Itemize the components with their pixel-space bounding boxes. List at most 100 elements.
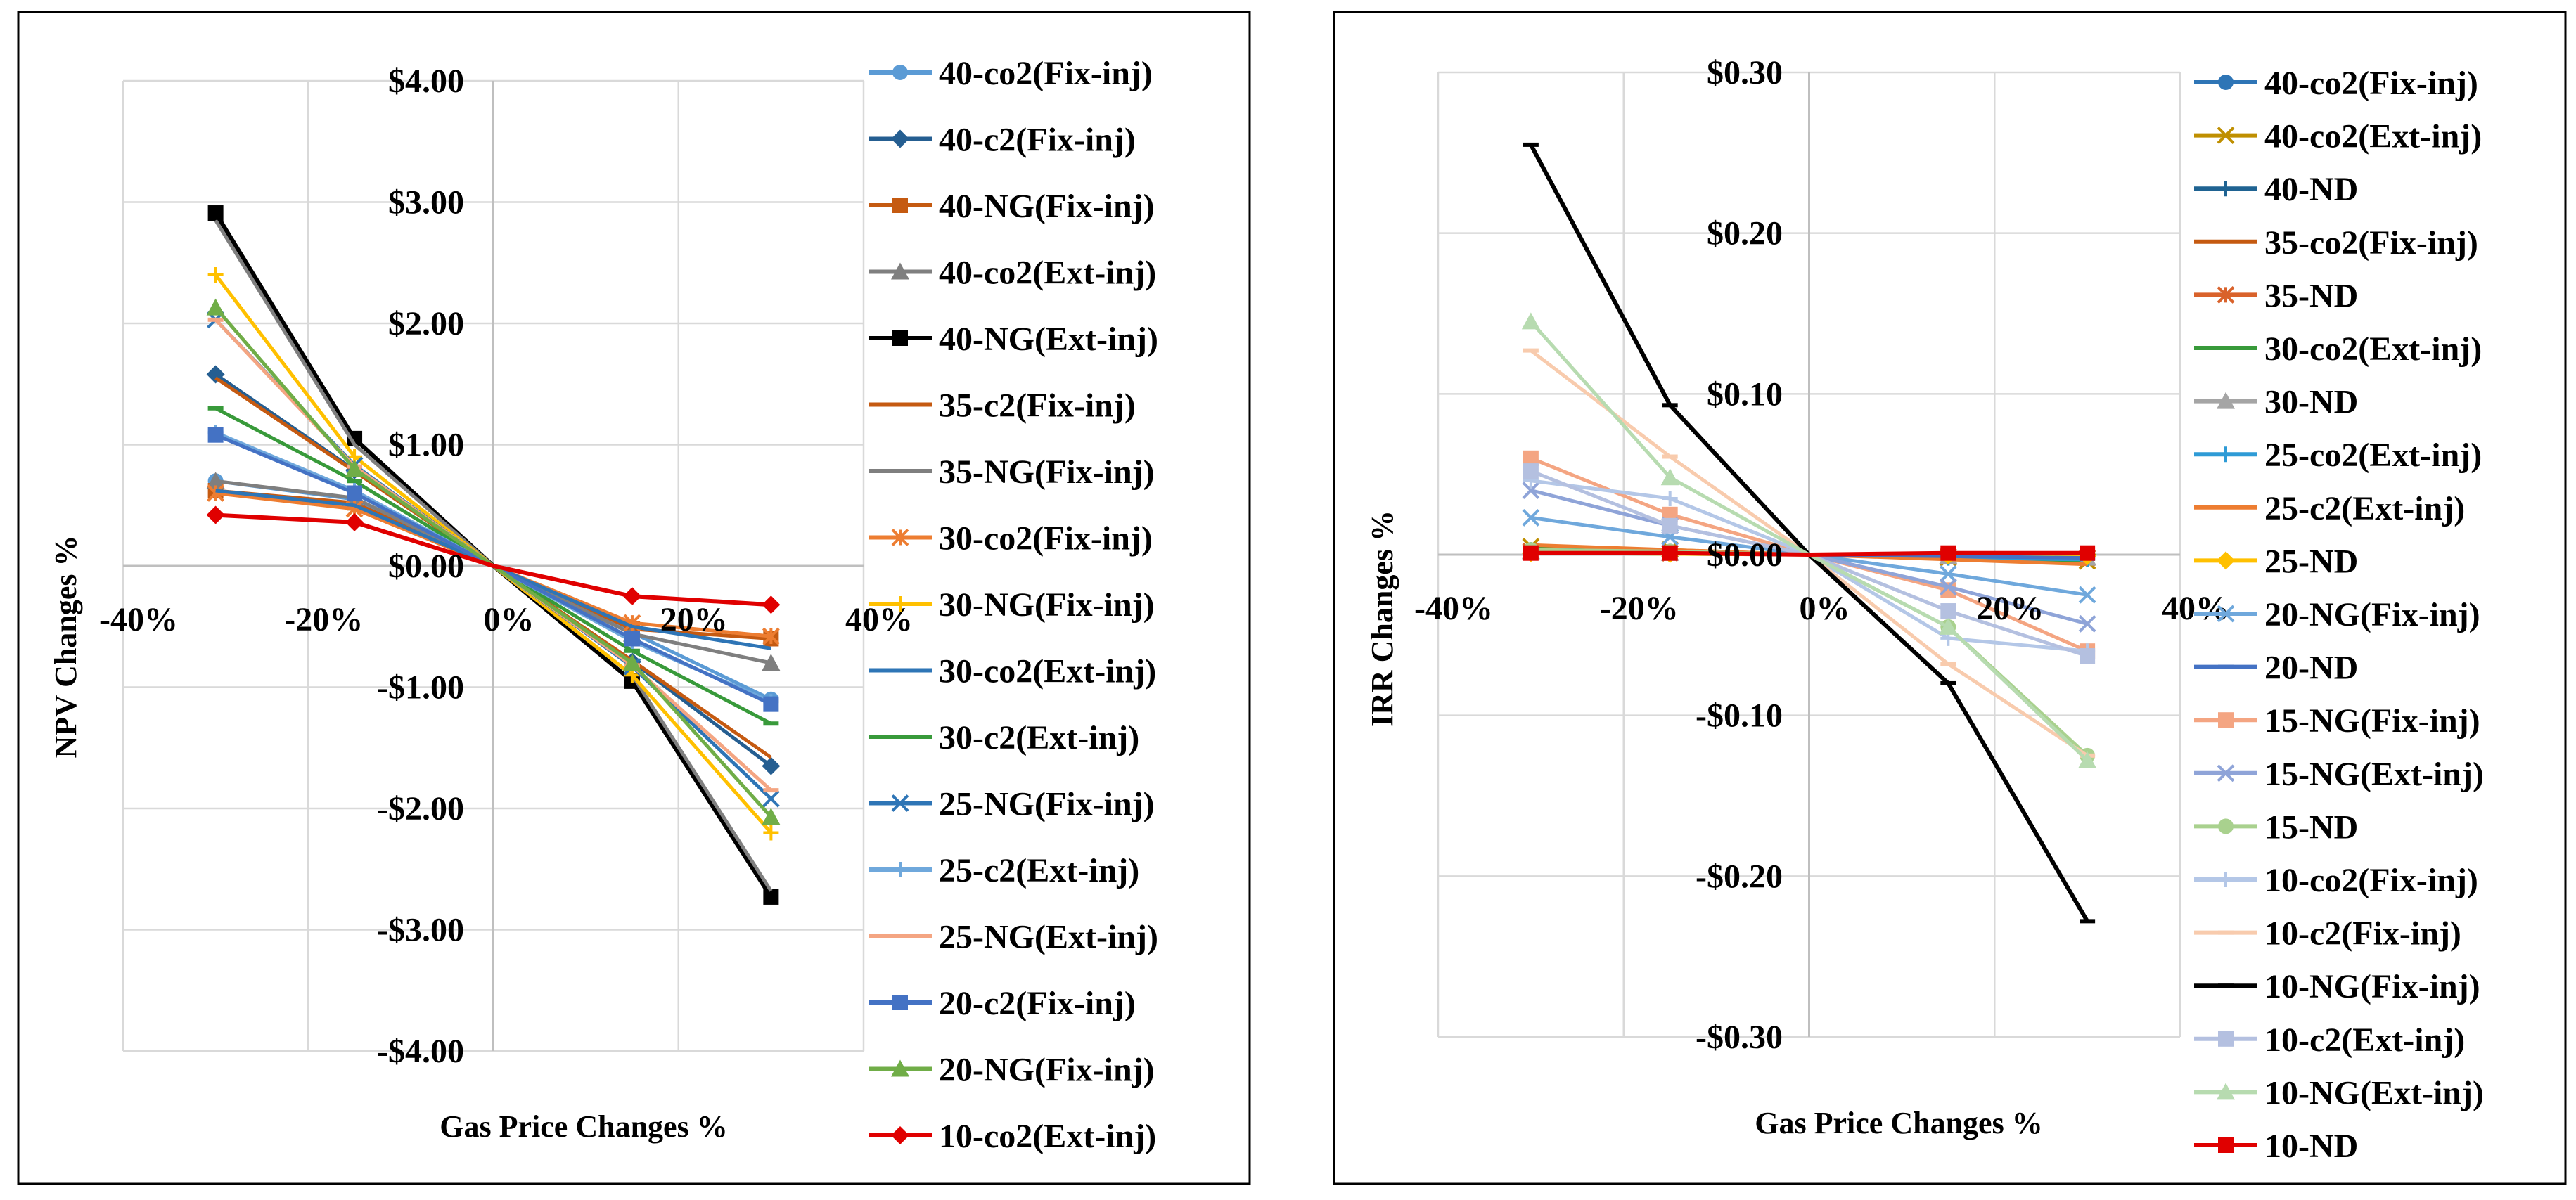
irr-legend-label: 40-ND [2264,171,2358,208]
irr-y-ticks: $0.30 $0.20 $0.10 $0.00 -$0.10 -$0.20 -$0.30 [1696,54,1783,1056]
irr-xtick-label: 20% [1976,590,2044,627]
irr-xtick-label: -20% [1600,590,1679,627]
irr-ytick-label: -$0.30 [1696,1019,1783,1056]
irr-legend-item: 10-c2(Fix-inj) [2194,915,2461,953]
irr-legend-marker [2218,930,2234,935]
npv-legend-item: 40-co2(Ext-inj) [869,254,1156,292]
irr-xtick-label: 0% [1800,590,1850,627]
irr-data-point [2078,614,2096,633]
npv-legend-item: 10-co2(Ext-inj) [869,1118,1156,1155]
irr-data-point [1940,680,1956,685]
npv-data-point [207,205,224,221]
irr-legend-marker [2218,181,2234,197]
irr-xtick-label: -40% [1414,590,1493,627]
npv-legend-item: 20-c2(Fix-inj) [869,985,1136,1022]
irr-legend-label: 20-ND [2264,650,2358,687]
npv-legend-label: 40-NG(Fix-inj) [939,188,1155,225]
npv-chart-panel: $4.00 $3.00 $2.00 $1.00 $0.00 -$1.00 -$2.00 -$3… [17,11,1251,1185]
irr-chart-border [1333,11,2567,1185]
npv-data-point [763,889,779,905]
npv-data-point [345,460,364,477]
irr-ytick-label: $0.30 [1707,54,1783,91]
irr-legend-marker [2218,75,2234,90]
npv-data-point [762,654,781,671]
irr-legend-marker [2217,392,2235,409]
npv-legend-item: 30-NG(Fix-inj) [869,586,1155,624]
irr-legend-item: 25-ND [2194,543,2358,580]
npv-data-point [624,648,640,653]
npv-data-point [762,756,781,775]
irr-legend-label: 25-co2(Ext-inj) [2264,437,2482,474]
npv-xtick-label: 0% [484,601,534,638]
npv-legend-marker [892,65,908,80]
irr-data-point [1523,463,1539,479]
irr-legend-item: 35-co2(Fix-inj) [2194,224,2478,262]
irr-data-point [1662,490,1678,506]
irr-ytick-label: $0.00 [1707,536,1783,574]
npv-data-point [207,427,224,443]
irr-data-point [1662,454,1678,459]
npv-legend-marker [891,1059,909,1077]
irr-ytick-label: -$0.10 [1696,697,1783,735]
irr-legend-label: 10-NG(Fix-inj) [2264,968,2480,1005]
irr-legend-label: 10-ND [2264,1128,2358,1165]
npv-legend-marker [891,262,909,280]
irr-data-point [1940,603,1956,619]
irr-legend-label: 25-c2(Ext-inj) [2264,490,2465,527]
irr-data-point [1662,517,1678,534]
npv-legend-item: 40-NG(Ext-inj) [869,321,1158,358]
irr-legend-item: 25-co2(Ext-inj) [2194,437,2482,474]
npv-legend-marker [891,129,909,148]
npv-legend-item: 20-NG(Fix-inj) [869,1052,1155,1089]
npv-legend-label: 40-c2(Fix-inj) [939,122,1136,159]
npv-legend-marker [891,794,909,812]
npv-legend-label: 35-NG(Fix-inj) [939,453,1155,491]
npv-data-point [624,631,640,647]
npv-legend-marker [892,995,908,1010]
irr-data-point [1523,142,1539,147]
npv-legend-item: 30-co2(Fix-inj) [869,520,1153,557]
irr-data-point [2080,648,2096,664]
irr-legend-marker [2218,664,2234,669]
npv-series [206,205,781,905]
npv-ytick-label: -$3.00 [377,912,464,949]
irr-ytick-label: $0.20 [1707,215,1783,252]
irr-legend-marker [2217,127,2235,145]
irr-series [1521,142,2097,924]
irr-legend-item: 10-NG(Ext-inj) [2194,1074,2484,1111]
irr-data-point [1523,450,1539,466]
npv-xlabel: Gas Price Changes % [440,1109,727,1144]
npv-legend-marker [892,596,908,612]
npv-ytick-label: $1.00 [388,427,464,464]
irr-legend-item: 40-co2(Ext-inj) [2194,118,2482,155]
npv-data-point [207,484,225,502]
npv-legend-item: 40-co2(Fix-inj) [869,55,1153,92]
npv-legend-marker [892,198,908,213]
irr-data-point [2080,919,2096,924]
irr-legend-item: 40-co2(Fix-inj) [2194,65,2478,102]
npv-legend-marker [892,862,908,877]
npv-legend-label: 30-c2(Ext-inj) [939,719,1139,756]
npv-data-point [347,485,363,501]
irr-legend-label: 20-NG(Fix-inj) [2264,596,2480,633]
irr-legend-label: 15-ND [2264,808,2358,846]
npv-legend-marker [892,330,908,346]
irr-data-point [1522,482,1540,499]
irr-ytick-label: $0.10 [1707,375,1783,413]
npv-data-point [762,627,780,645]
npv-legend-label: 10-co2(Ext-inj) [939,1118,1156,1155]
npv-data-point [207,406,224,411]
irr-legend-label: 10-c2(Fix-inj) [2264,915,2461,953]
npv-legend-label: 25-NG(Ext-inj) [939,919,1158,956]
irr-legend-item: 30-ND [2194,384,2358,421]
irr-legend-item: 20-NG(Fix-inj) [2194,596,2480,633]
npv-x-ticks: -40% -20% 0% 20% 40% [99,601,913,638]
npv-data-point [762,789,780,808]
irr-legend-item: 10-c2(Ext-inj) [2194,1021,2465,1059]
irr-legend-marker [2218,1137,2234,1153]
npv-data-point [207,267,224,283]
irr-legend-item: 15-ND [2194,808,2358,846]
npv-legend-item: 40-NG(Fix-inj) [869,188,1155,225]
npv-series-16 [206,505,781,614]
